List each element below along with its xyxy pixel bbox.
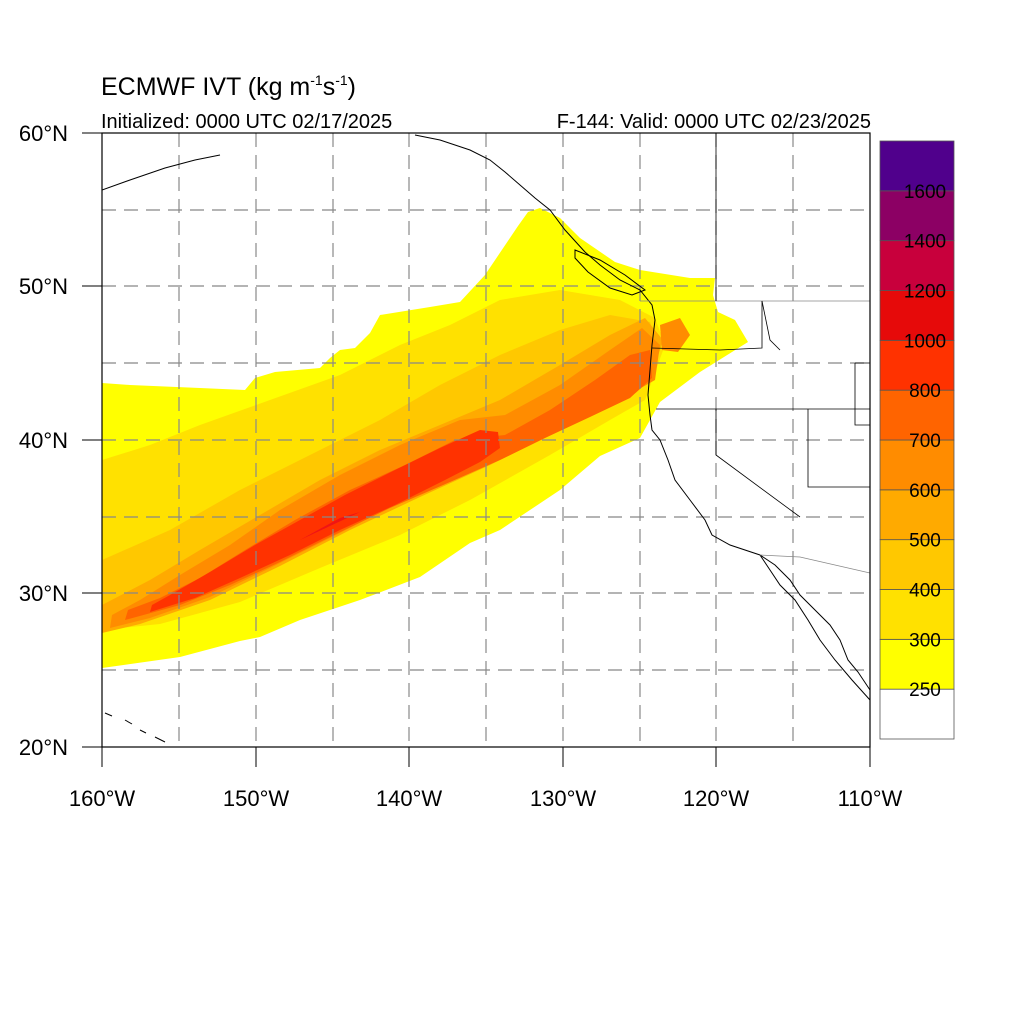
title-exponent-1: -1	[310, 72, 323, 88]
coastlines	[102, 134, 870, 743]
ivt-coastal-pocket	[660, 318, 690, 352]
alaska-coast	[102, 154, 221, 191]
x-tick-label: 130°W	[530, 786, 597, 811]
x-tick-label: 110°W	[838, 786, 903, 811]
x-tick-label: 120°W	[683, 786, 750, 811]
colorbar-box	[879, 589, 955, 640]
colorbar-box	[879, 539, 955, 590]
colorbar-label: 600	[909, 481, 941, 502]
y-tick-label: 50°N	[19, 274, 68, 299]
graticule	[102, 133, 870, 747]
title-unit-s: s	[322, 73, 336, 101]
colorbar-box	[879, 389, 955, 441]
ivt-level-800	[150, 430, 500, 612]
colorbar-box	[879, 290, 955, 341]
colorbar-label: 1400	[904, 232, 946, 253]
colorbar-label: 500	[909, 531, 941, 552]
colorbar: 250 300 400 500 600 700 800 1000 1200 1400 1600	[879, 140, 955, 740]
colorbar-label: 1000	[904, 331, 946, 352]
ivt-level-1000	[300, 512, 360, 540]
map-plot-area	[102, 133, 870, 747]
vancouver-island	[574, 249, 647, 296]
colorbar-box	[879, 439, 955, 491]
colorbar-label: 250	[909, 680, 941, 701]
north-america-coast	[414, 134, 870, 691]
colorbar-box	[879, 638, 955, 690]
colorbar-box	[879, 489, 955, 541]
x-tick-labels: 160°W 150°W 140°W 130°W 120°W 110°W	[69, 786, 903, 811]
map-title: ECMWF IVT (kg m-1s-1)	[101, 72, 356, 102]
colorbar-label: 300	[909, 630, 941, 651]
valid-time: F-144: Valid: 0000 UTC 02/23/2025	[556, 111, 871, 133]
x-tick-label: 150°W	[223, 786, 290, 811]
colorbar-box	[879, 190, 955, 242]
axis-ticks	[82, 132, 871, 767]
colorbar-box	[879, 688, 955, 740]
baja-peninsula	[759, 554, 870, 701]
colorbar-box	[879, 240, 955, 291]
title-text: ECMWF IVT (kg m	[101, 73, 311, 101]
title-exponent-2: -1	[335, 72, 348, 88]
colorbar-label: 1600	[904, 182, 946, 203]
colorbar-label: 400	[909, 581, 941, 602]
colorbar-label: 700	[909, 431, 941, 452]
y-tick-label: 60°N	[19, 121, 68, 146]
colorbar-box	[879, 339, 955, 391]
y-tick-label: 30°N	[19, 581, 68, 606]
colorbar-label: 800	[909, 381, 941, 402]
colorbar-box	[879, 140, 955, 192]
political-borders	[640, 133, 870, 574]
y-tick-label: 40°N	[19, 428, 68, 453]
y-tick-label: 20°N	[19, 735, 68, 760]
hawaiian-islands	[104, 712, 166, 743]
colorbar-label: 1200	[904, 282, 946, 303]
initialized-time: Initialized: 0000 UTC 02/17/2025	[101, 111, 393, 133]
x-tick-label: 140°W	[376, 786, 443, 811]
y-tick-labels: 60°N 50°N 40°N 30°N 20°N	[19, 121, 68, 760]
x-tick-label: 160°W	[69, 786, 136, 811]
title-close: )	[347, 73, 356, 101]
